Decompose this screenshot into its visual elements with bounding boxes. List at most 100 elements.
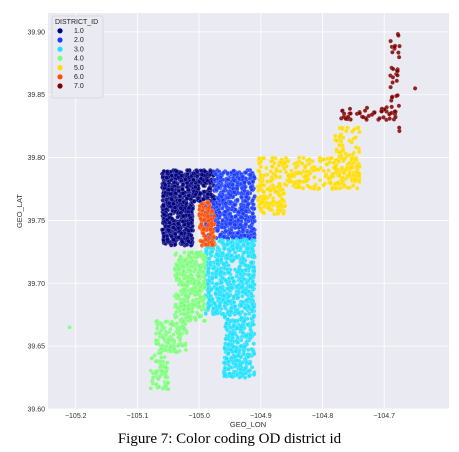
data-point xyxy=(268,188,273,194)
data-point xyxy=(395,68,400,74)
data-point xyxy=(357,129,362,135)
data-point xyxy=(175,214,180,220)
data-point xyxy=(356,125,361,131)
data-point xyxy=(351,173,357,178)
data-point xyxy=(164,175,169,180)
data-points xyxy=(67,31,418,392)
data-point xyxy=(357,179,362,185)
data-point xyxy=(214,281,220,286)
data-point xyxy=(377,116,382,121)
data-point xyxy=(189,249,195,255)
data-point xyxy=(180,182,186,187)
data-point xyxy=(379,109,384,114)
data-point xyxy=(361,114,366,120)
data-point xyxy=(243,365,248,371)
legend-entry-label: 4.0 xyxy=(74,56,84,63)
data-point xyxy=(161,234,166,239)
data-point xyxy=(184,201,189,206)
data-point xyxy=(349,156,354,162)
data-point xyxy=(159,368,164,374)
data-point xyxy=(194,289,199,295)
series-district-1.0 xyxy=(159,168,217,248)
data-point xyxy=(258,172,263,178)
data-point xyxy=(381,115,386,120)
data-point xyxy=(228,192,233,198)
data-point xyxy=(177,332,182,338)
data-point xyxy=(345,125,350,130)
data-point xyxy=(194,169,200,175)
data-point xyxy=(179,282,184,288)
data-point xyxy=(397,43,402,49)
data-point xyxy=(281,211,286,216)
data-point xyxy=(219,280,224,286)
data-point xyxy=(393,114,398,120)
data-point xyxy=(284,182,289,188)
data-point xyxy=(221,246,227,252)
data-point xyxy=(241,256,246,261)
data-point xyxy=(206,186,212,192)
data-point xyxy=(188,268,193,274)
data-point xyxy=(335,180,341,185)
data-point xyxy=(276,163,282,168)
data-point xyxy=(227,230,233,236)
data-point xyxy=(178,205,184,211)
data-point xyxy=(230,182,235,188)
data-point xyxy=(228,347,234,352)
data-point xyxy=(181,268,186,274)
data-point xyxy=(241,242,247,248)
y-tick-label: 39.80 xyxy=(27,155,45,162)
data-point xyxy=(195,196,201,201)
data-point xyxy=(230,275,235,281)
data-point xyxy=(196,300,201,305)
data-point xyxy=(219,256,224,262)
data-point xyxy=(394,78,400,84)
data-point xyxy=(304,178,310,184)
data-point xyxy=(232,318,238,324)
data-point xyxy=(198,313,204,319)
data-point xyxy=(198,222,204,227)
data-point xyxy=(227,221,233,226)
data-point xyxy=(250,211,255,216)
y-tick-label: 39.65 xyxy=(27,344,45,351)
data-point xyxy=(224,321,229,326)
data-point xyxy=(248,172,253,178)
legend-marker xyxy=(57,65,63,71)
data-point xyxy=(392,109,398,114)
data-point xyxy=(336,159,342,164)
data-point xyxy=(234,358,240,363)
data-point xyxy=(242,305,248,311)
data-point xyxy=(396,125,402,130)
data-point xyxy=(216,185,221,190)
legend-entry-label: 2.0 xyxy=(74,37,84,44)
data-point xyxy=(218,232,223,237)
data-point xyxy=(205,214,211,219)
data-point xyxy=(220,250,225,256)
data-point xyxy=(197,263,202,269)
data-point xyxy=(304,169,309,174)
data-point xyxy=(231,294,236,299)
data-point xyxy=(228,199,233,205)
data-point xyxy=(334,138,340,143)
data-point xyxy=(233,207,238,212)
x-axis-label: GEO_LON xyxy=(230,420,266,429)
data-point xyxy=(206,290,212,295)
data-point xyxy=(223,336,228,342)
data-point xyxy=(171,332,176,337)
data-point xyxy=(235,325,240,331)
data-point xyxy=(239,279,244,284)
x-tick-label: −104.7 xyxy=(373,413,395,420)
x-tick-labels: −105.2 −105.1 −105.0 −104.9 −104.8 −104.7 xyxy=(65,413,395,420)
data-point xyxy=(190,276,195,281)
data-point xyxy=(286,158,291,164)
legend: DISTRICT_ID 1.0 2.0 3.0 4.0 5.0 6.0 7.0 xyxy=(51,15,104,99)
data-point xyxy=(250,246,255,252)
data-point xyxy=(180,343,185,348)
legend-marker xyxy=(57,46,63,52)
data-point xyxy=(213,171,218,177)
data-point xyxy=(197,191,203,196)
data-point xyxy=(186,193,192,198)
data-point xyxy=(197,304,202,309)
data-point xyxy=(245,253,251,259)
data-point xyxy=(232,172,237,178)
data-point xyxy=(232,222,238,228)
